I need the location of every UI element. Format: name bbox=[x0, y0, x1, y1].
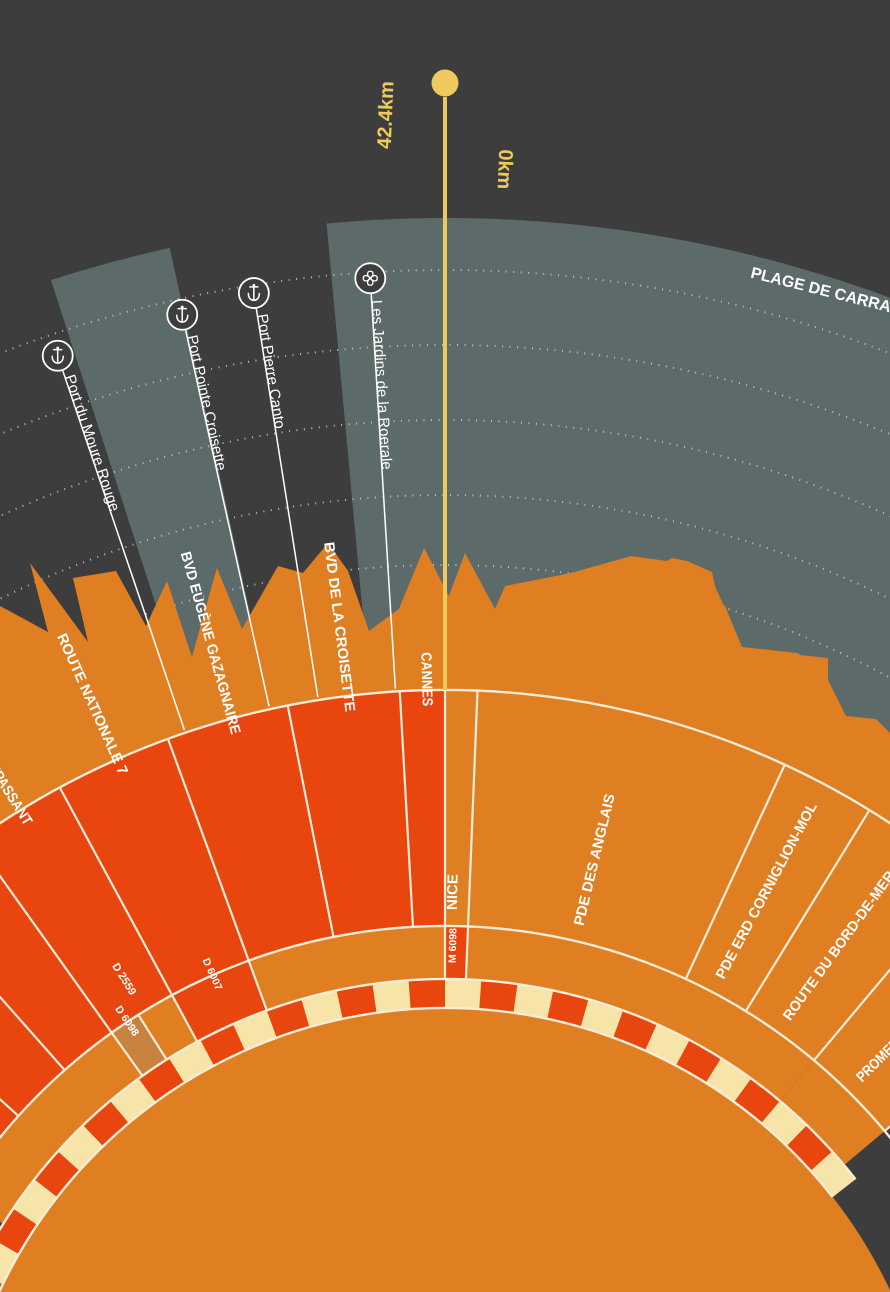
svg-text:M 6098: M 6098 bbox=[447, 928, 460, 963]
svg-text:0km: 0km bbox=[493, 149, 517, 190]
svg-text:42.4km: 42.4km bbox=[374, 81, 399, 150]
svg-text:CANNES: CANNES bbox=[417, 652, 435, 707]
svg-text:NICE: NICE bbox=[445, 874, 462, 911]
